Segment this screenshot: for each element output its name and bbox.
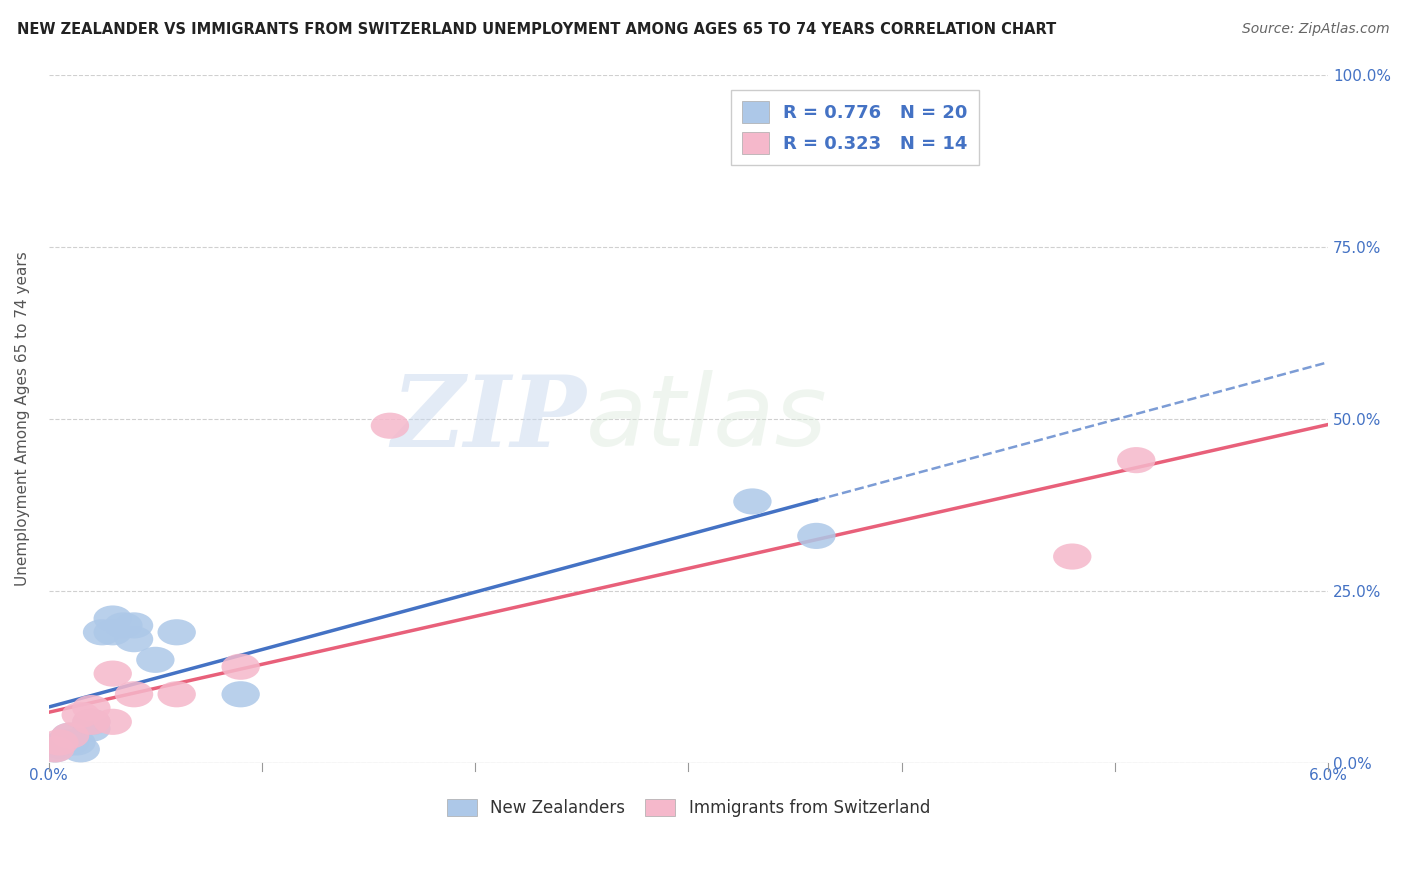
Ellipse shape: [83, 619, 121, 646]
Ellipse shape: [94, 619, 132, 646]
Ellipse shape: [72, 695, 111, 721]
Ellipse shape: [94, 606, 132, 632]
Ellipse shape: [41, 733, 79, 759]
Ellipse shape: [72, 715, 111, 742]
Ellipse shape: [58, 730, 96, 756]
Ellipse shape: [104, 612, 142, 639]
Ellipse shape: [157, 681, 195, 707]
Ellipse shape: [136, 647, 174, 673]
Ellipse shape: [51, 723, 89, 748]
Ellipse shape: [157, 619, 195, 646]
Ellipse shape: [45, 730, 83, 756]
Ellipse shape: [37, 736, 75, 763]
Text: Source: ZipAtlas.com: Source: ZipAtlas.com: [1241, 22, 1389, 37]
Text: atlas: atlas: [586, 370, 828, 467]
Ellipse shape: [115, 681, 153, 707]
Ellipse shape: [62, 736, 100, 763]
Ellipse shape: [115, 612, 153, 639]
Ellipse shape: [115, 626, 153, 652]
Legend: New Zealanders, Immigrants from Switzerland: New Zealanders, Immigrants from Switzerl…: [440, 792, 936, 823]
Ellipse shape: [733, 489, 772, 515]
Ellipse shape: [371, 413, 409, 439]
Ellipse shape: [1116, 447, 1156, 474]
Ellipse shape: [222, 681, 260, 707]
Ellipse shape: [94, 709, 132, 735]
Y-axis label: Unemployment Among Ages 65 to 74 years: Unemployment Among Ages 65 to 74 years: [15, 252, 30, 586]
Ellipse shape: [62, 702, 100, 728]
Text: NEW ZEALANDER VS IMMIGRANTS FROM SWITZERLAND UNEMPLOYMENT AMONG AGES 65 TO 74 YE: NEW ZEALANDER VS IMMIGRANTS FROM SWITZER…: [17, 22, 1056, 37]
Text: ZIP: ZIP: [391, 370, 586, 467]
Ellipse shape: [797, 523, 835, 549]
Ellipse shape: [94, 661, 132, 687]
Ellipse shape: [222, 654, 260, 680]
Ellipse shape: [37, 736, 75, 763]
Ellipse shape: [51, 730, 89, 756]
Ellipse shape: [41, 730, 79, 756]
Ellipse shape: [72, 709, 111, 735]
Ellipse shape: [72, 709, 111, 735]
Ellipse shape: [1053, 543, 1091, 570]
Ellipse shape: [51, 723, 89, 748]
